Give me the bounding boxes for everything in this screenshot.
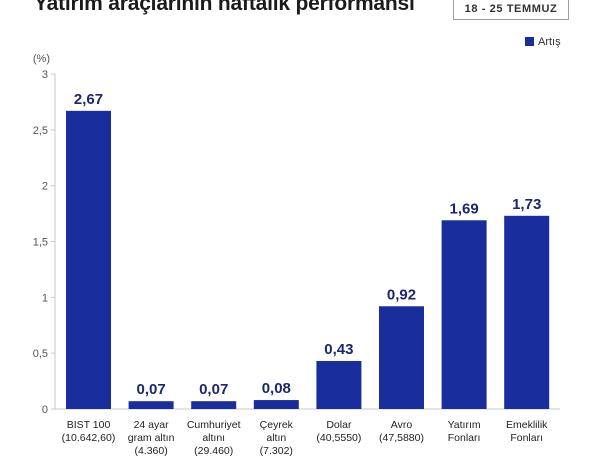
bar	[66, 110, 111, 409]
bar-value-label: 2,67	[74, 91, 103, 108]
legend-label: Artış	[538, 36, 561, 48]
bar-value-label: 0,07	[199, 381, 228, 398]
category-label: Cumhuriyet	[187, 419, 241, 431]
category-label: (47,5880)	[379, 432, 424, 444]
category-label: Avro	[391, 419, 413, 431]
bar	[316, 360, 362, 409]
category-label: 24 ayar	[134, 419, 170, 431]
legend-swatch	[525, 37, 534, 46]
bars	[66, 110, 550, 409]
y-tick-label: 1	[42, 292, 48, 304]
bar	[504, 215, 550, 409]
bar-value-label: 0,92	[387, 286, 416, 303]
chart-title: Yatırım araçlarının haftalık performansı	[34, 0, 415, 15]
bar-value-label: 0,08	[262, 380, 291, 397]
y-axis-unit-label: (%)	[33, 53, 50, 65]
y-tick-label: 3	[42, 69, 48, 81]
category-label: (10.642,60)	[62, 432, 116, 444]
bar	[191, 401, 237, 409]
bar-value-label: 1,69	[449, 200, 478, 217]
bar-value-label: 0,07	[136, 381, 165, 398]
y-tick-label: 2,5	[33, 125, 48, 137]
bar	[441, 220, 487, 409]
axes: (%) 0 0,5 1 1,5 2 2,5 3	[33, 53, 560, 416]
category-label: Fonları	[448, 432, 481, 444]
legend: Artış	[525, 36, 561, 48]
category-label: Dolar	[326, 419, 352, 431]
category-label: altın	[266, 432, 286, 444]
date-range-badge: 18 - 25 TEMMUZ	[453, 0, 569, 20]
bar	[253, 400, 299, 409]
category-label: (40,5550)	[316, 432, 361, 444]
category-label: Emeklilik	[506, 419, 548, 431]
category-label: Yatırım	[448, 419, 481, 431]
category-label: Fonları	[510, 432, 543, 444]
bar-value-label: 0,43	[324, 341, 353, 358]
y-tick-label: 0,5	[33, 348, 48, 360]
category-label: BIST 100	[67, 419, 111, 431]
bar	[128, 401, 174, 409]
bar-value-label: 1,73	[512, 196, 541, 213]
category-label: (7.302)	[260, 445, 293, 457]
y-tick-label: 1,5	[33, 237, 48, 249]
y-tick-label: 2	[42, 181, 48, 193]
bar	[379, 306, 424, 409]
category-label: altını	[202, 432, 225, 444]
category-label: (4.360)	[134, 445, 167, 457]
category-label: Çeyrek	[260, 419, 294, 431]
y-tick-label: 0	[42, 404, 48, 416]
category-label: (29.460)	[194, 445, 233, 457]
category-label: gram altın	[128, 432, 175, 444]
